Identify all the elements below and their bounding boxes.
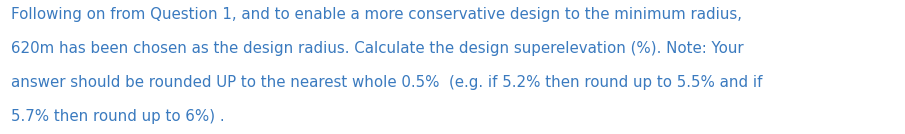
Text: answer should be rounded UP to the nearest whole 0.5%  (e.g. if 5.2% then round : answer should be rounded UP to the neare… bbox=[11, 75, 762, 90]
Text: 5.7% then round up to 6%) .: 5.7% then round up to 6%) . bbox=[11, 109, 224, 124]
Text: 620m has been chosen as the design radius. Calculate the design superelevation (: 620m has been chosen as the design radiu… bbox=[11, 41, 744, 56]
Text: Following on from Question 1, and to enable a more conservative design to the mi: Following on from Question 1, and to ena… bbox=[11, 7, 742, 22]
